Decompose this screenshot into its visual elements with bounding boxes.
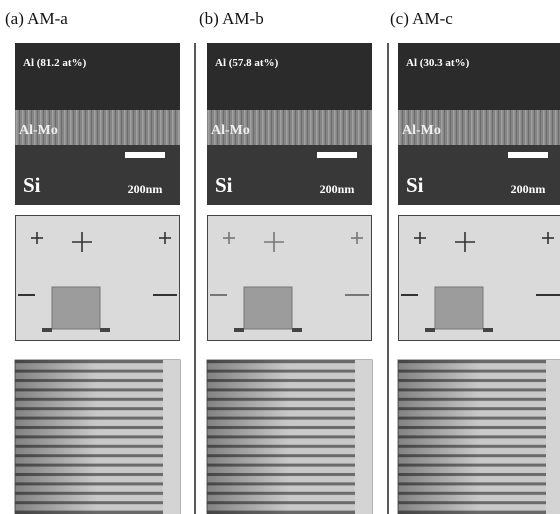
- al-layer: [207, 43, 372, 110]
- panel-label: (c) AM-c: [390, 9, 453, 28]
- figure: (a) AM-aAl (81.2 at%)Al-MoSi200nm(b) AM-…: [0, 0, 560, 514]
- shade: [15, 360, 180, 514]
- layer-label: Al-Mo: [211, 123, 250, 138]
- substrate-label: Si: [406, 173, 424, 197]
- al-layer: [15, 43, 180, 110]
- layer-label: Al-Mo: [402, 123, 441, 138]
- electrode: [355, 360, 372, 514]
- shade: [398, 360, 560, 514]
- electrode: [163, 360, 180, 514]
- scale-label: 200nm: [320, 182, 355, 196]
- al-layer: [398, 43, 560, 110]
- composition: Al (57.8 at%): [215, 57, 279, 69]
- panel-label: (a) AM-a: [5, 9, 68, 28]
- substrate-label: Si: [23, 173, 41, 197]
- scale-label: 200nm: [128, 182, 163, 196]
- electrode: [546, 360, 560, 514]
- panel: (c) AM-c Al (30.3 at%) Al-Mo Si 200nm: [390, 9, 560, 514]
- pad: [52, 287, 100, 329]
- foot: [100, 328, 110, 332]
- composition: Al (81.2 at%): [23, 57, 87, 69]
- foot: [425, 328, 435, 332]
- pad: [244, 287, 292, 329]
- panel: (b) AM-b Al (57.8 at%) Al-Mo Si 200nm: [199, 9, 372, 514]
- foot: [292, 328, 302, 332]
- foot: [42, 328, 52, 332]
- scale-bar: [508, 152, 548, 158]
- pad: [435, 287, 483, 329]
- foot: [483, 328, 493, 332]
- foot: [234, 328, 244, 332]
- shade: [207, 360, 372, 514]
- panel: (a) AM-a Al (81.2 at%) Al-Mo Si 200nm: [5, 9, 180, 514]
- layer-label: Al-Mo: [19, 123, 58, 138]
- composition: Al (30.3 at%): [406, 57, 470, 69]
- scale-label: 200nm: [511, 182, 546, 196]
- scale-bar: [317, 152, 357, 158]
- panel-label: (b) AM-b: [199, 9, 264, 28]
- scale-bar: [125, 152, 165, 158]
- substrate-label: Si: [215, 173, 233, 197]
